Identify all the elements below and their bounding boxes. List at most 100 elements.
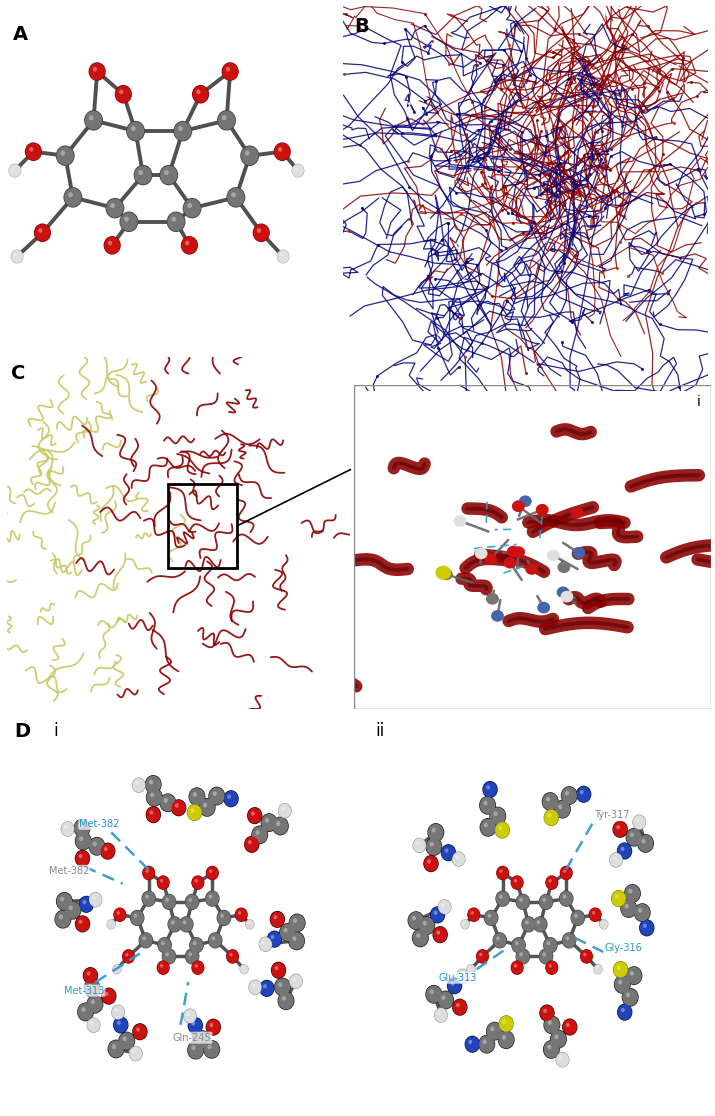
Circle shape (487, 1022, 503, 1040)
Circle shape (161, 941, 164, 945)
Circle shape (114, 1009, 118, 1012)
Circle shape (452, 999, 468, 1016)
Circle shape (543, 1016, 561, 1035)
Circle shape (206, 1019, 221, 1036)
Circle shape (204, 1041, 220, 1058)
Circle shape (184, 894, 199, 910)
Circle shape (495, 891, 510, 907)
Circle shape (111, 1004, 125, 1020)
Text: A: A (13, 26, 29, 45)
Circle shape (105, 992, 109, 997)
Circle shape (558, 561, 571, 574)
Circle shape (167, 212, 185, 232)
Circle shape (548, 964, 552, 968)
Circle shape (565, 791, 569, 796)
Circle shape (271, 962, 286, 979)
Circle shape (102, 989, 116, 1004)
Circle shape (203, 1040, 220, 1059)
Circle shape (198, 1035, 202, 1040)
Circle shape (466, 964, 475, 974)
Circle shape (447, 978, 463, 994)
Circle shape (64, 825, 68, 829)
Circle shape (93, 67, 97, 71)
Circle shape (281, 807, 285, 810)
Circle shape (78, 824, 82, 828)
Circle shape (14, 253, 17, 257)
Circle shape (516, 949, 531, 964)
Circle shape (476, 950, 488, 963)
Circle shape (491, 610, 504, 622)
Circle shape (514, 879, 517, 883)
Circle shape (209, 895, 212, 898)
Circle shape (425, 984, 443, 1003)
Circle shape (192, 1021, 195, 1026)
Circle shape (89, 115, 94, 121)
Circle shape (516, 894, 531, 910)
Circle shape (192, 961, 204, 975)
Circle shape (165, 952, 169, 956)
Circle shape (514, 964, 517, 968)
Circle shape (479, 1036, 495, 1052)
Circle shape (113, 1017, 129, 1033)
Circle shape (556, 1052, 569, 1067)
Circle shape (452, 852, 465, 867)
Circle shape (427, 859, 431, 864)
Circle shape (292, 164, 305, 177)
Circle shape (158, 937, 172, 953)
Circle shape (426, 985, 442, 1003)
Circle shape (618, 1004, 632, 1020)
Circle shape (189, 788, 204, 806)
Circle shape (592, 911, 595, 915)
Circle shape (465, 1037, 479, 1052)
Circle shape (283, 927, 287, 933)
Circle shape (142, 891, 156, 907)
Circle shape (189, 787, 205, 806)
Circle shape (218, 110, 235, 129)
Circle shape (484, 822, 488, 827)
Circle shape (129, 1046, 143, 1061)
Circle shape (193, 941, 197, 945)
Circle shape (278, 147, 282, 152)
Circle shape (60, 896, 64, 902)
Circle shape (511, 961, 523, 974)
Circle shape (546, 876, 558, 889)
Circle shape (162, 894, 176, 910)
Circle shape (437, 991, 454, 1009)
Circle shape (637, 834, 654, 853)
Circle shape (576, 787, 591, 802)
Circle shape (9, 164, 21, 177)
Circle shape (613, 821, 627, 837)
Circle shape (522, 917, 536, 932)
Circle shape (611, 889, 626, 907)
Circle shape (84, 979, 101, 998)
Circle shape (160, 964, 163, 968)
Circle shape (413, 930, 428, 946)
Circle shape (64, 187, 82, 206)
Circle shape (76, 833, 91, 849)
Circle shape (430, 907, 445, 923)
Text: Gly-316: Gly-316 (604, 943, 642, 953)
Circle shape (543, 937, 558, 953)
Circle shape (106, 198, 124, 219)
Circle shape (212, 936, 215, 941)
Text: ii: ii (375, 722, 385, 740)
Circle shape (289, 932, 305, 950)
Circle shape (192, 875, 204, 889)
Circle shape (56, 892, 73, 911)
Circle shape (247, 807, 262, 825)
Circle shape (227, 950, 239, 963)
Circle shape (563, 869, 566, 873)
Circle shape (544, 809, 558, 826)
Circle shape (192, 961, 204, 974)
Circle shape (493, 932, 507, 949)
Circle shape (157, 875, 169, 889)
Circle shape (279, 923, 296, 942)
Text: Glu-313: Glu-313 (438, 973, 477, 983)
Circle shape (270, 912, 285, 927)
Circle shape (188, 1041, 203, 1059)
Circle shape (632, 815, 646, 830)
Circle shape (75, 849, 90, 867)
Circle shape (119, 1032, 134, 1050)
Circle shape (543, 952, 546, 956)
Circle shape (109, 922, 112, 924)
